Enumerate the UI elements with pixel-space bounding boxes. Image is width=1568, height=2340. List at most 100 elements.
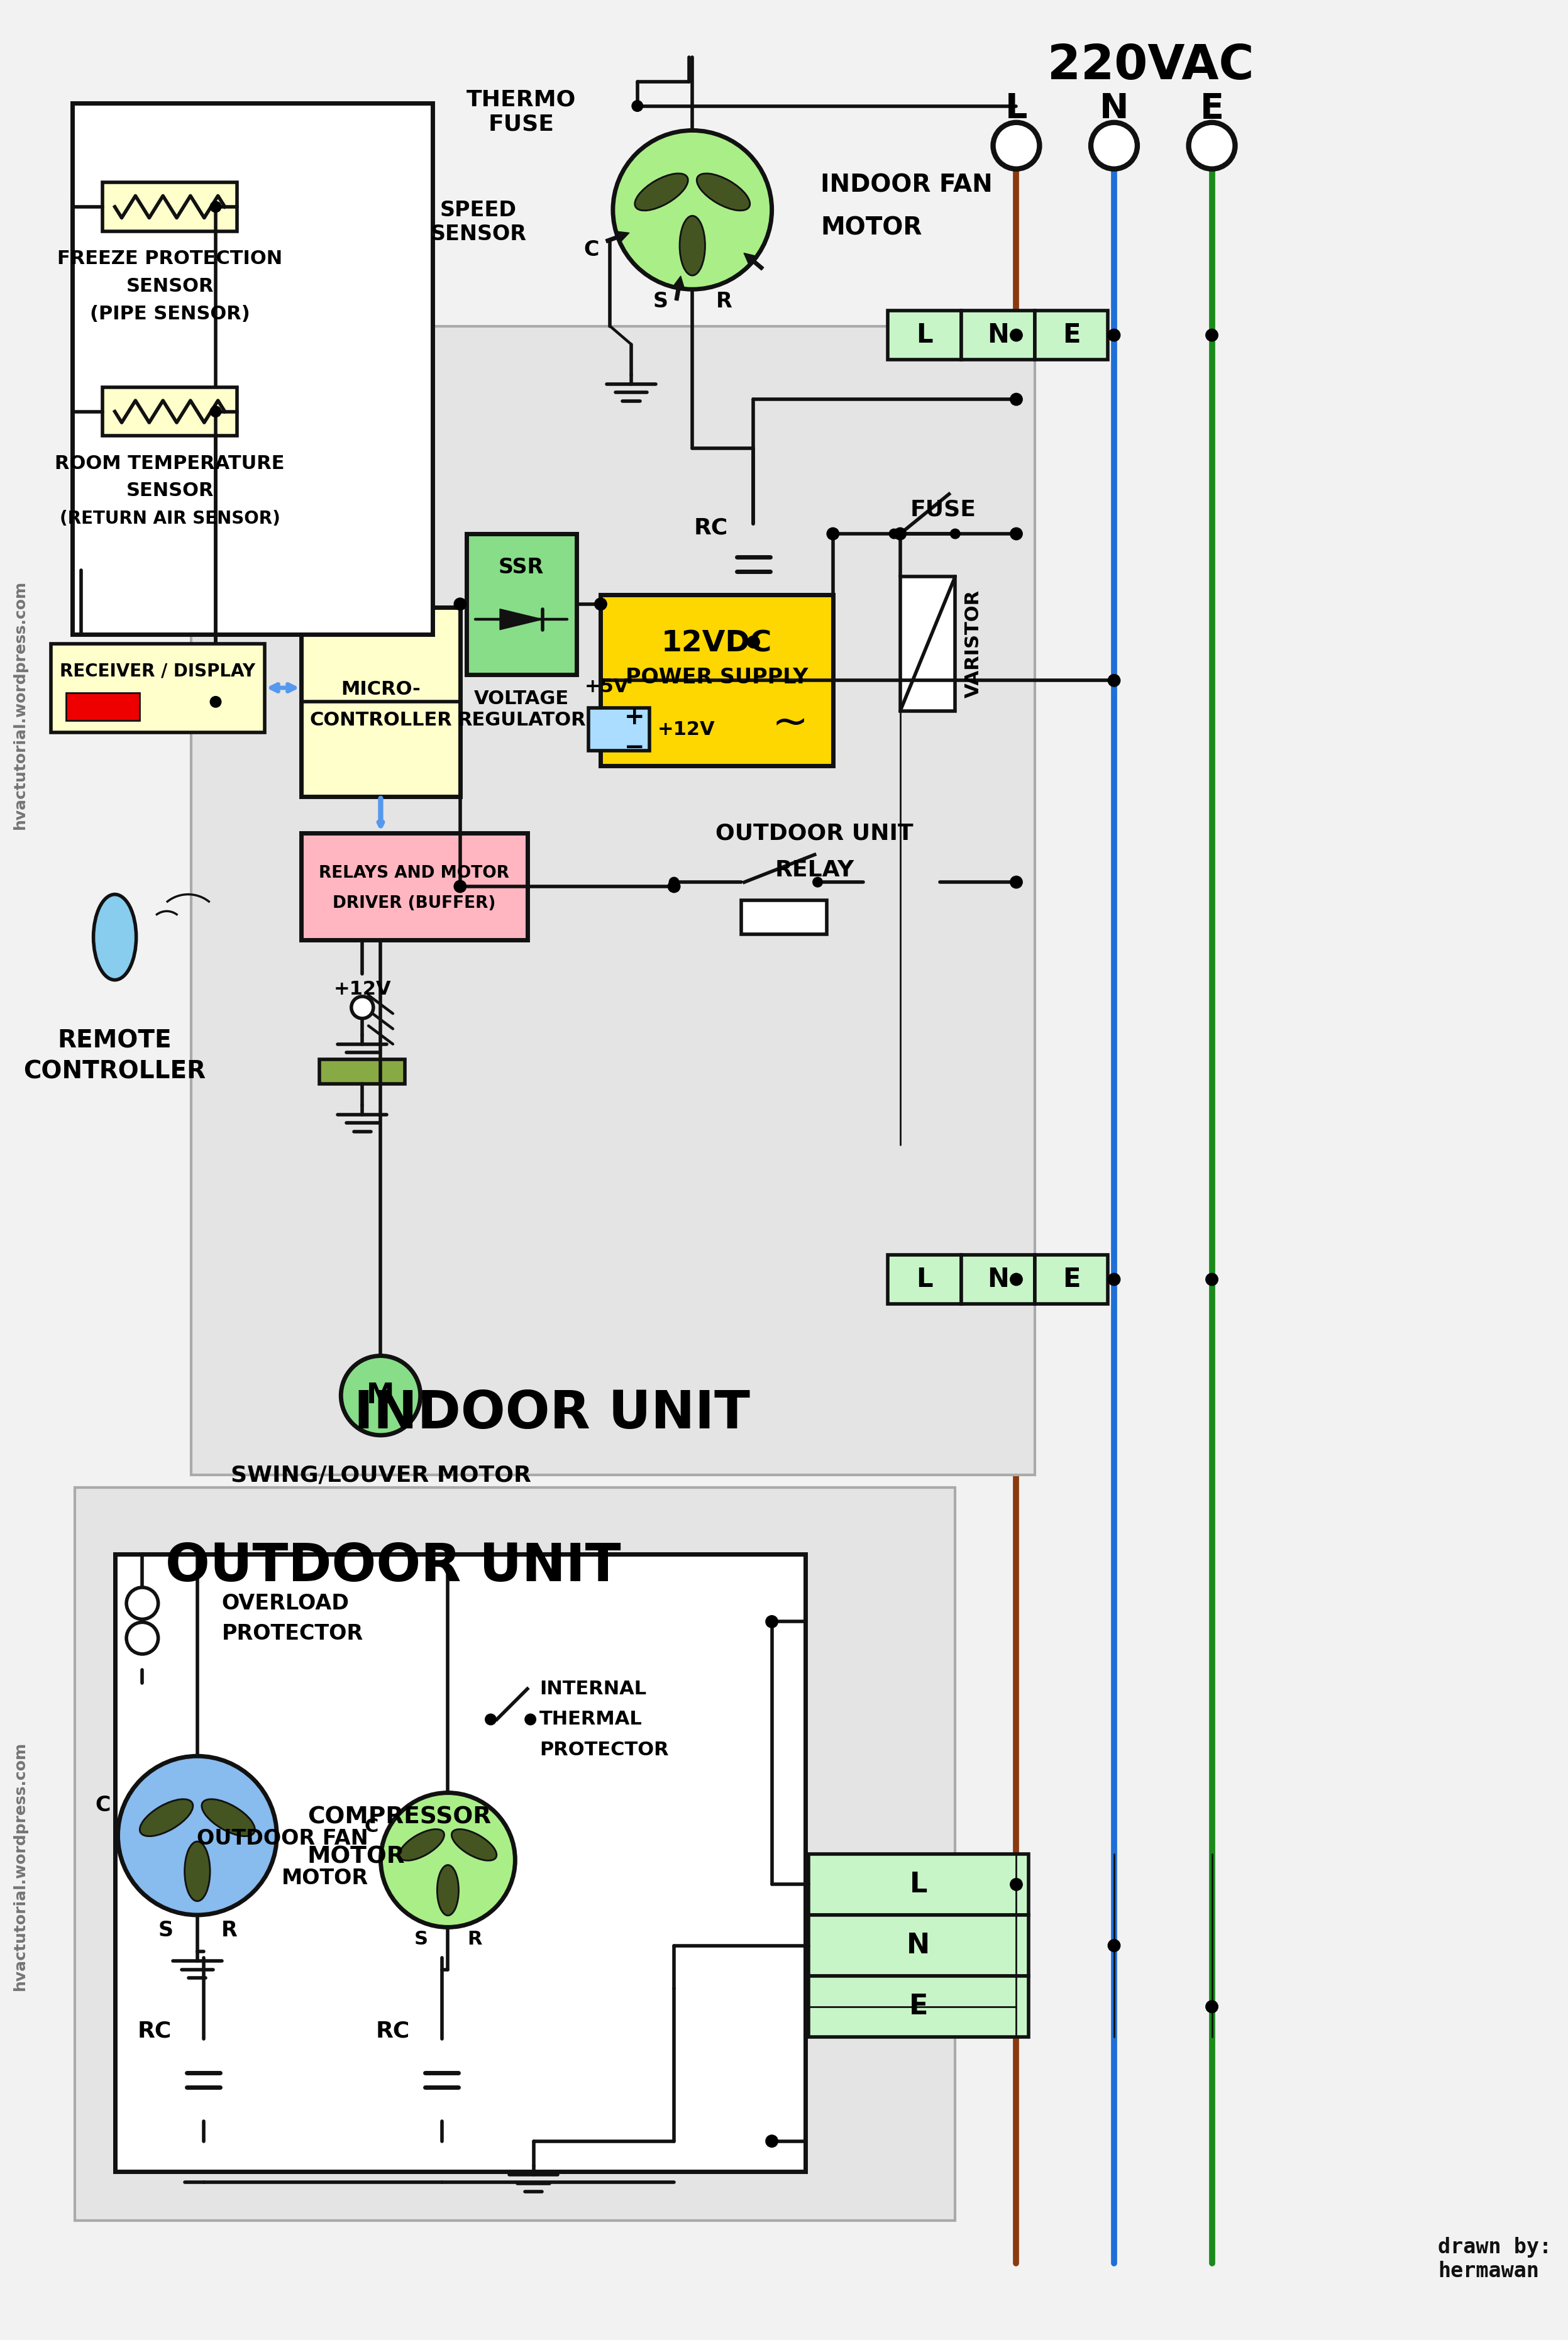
- Text: L: L: [916, 323, 933, 349]
- Text: INDOOR FAN: INDOOR FAN: [820, 173, 993, 197]
- Text: FREEZE PROTECTION: FREEZE PROTECTION: [58, 250, 282, 267]
- Ellipse shape: [400, 1830, 444, 1860]
- Circle shape: [485, 1713, 495, 1725]
- Text: C: C: [583, 239, 599, 260]
- Circle shape: [1189, 122, 1236, 168]
- Text: R: R: [221, 1919, 237, 1940]
- Circle shape: [748, 636, 759, 648]
- Circle shape: [127, 1587, 158, 1619]
- Text: THERMO
FUSE: THERMO FUSE: [466, 89, 575, 136]
- Ellipse shape: [696, 173, 750, 211]
- Circle shape: [455, 880, 466, 892]
- Ellipse shape: [635, 173, 688, 211]
- Text: INTERNAL: INTERNAL: [539, 1680, 646, 1699]
- Text: RC: RC: [376, 2019, 409, 2043]
- Text: R: R: [717, 290, 732, 311]
- Circle shape: [1109, 1940, 1120, 1952]
- Bar: [742, 901, 826, 934]
- Bar: [301, 606, 459, 796]
- Circle shape: [210, 407, 221, 417]
- Circle shape: [613, 131, 771, 290]
- Bar: [1035, 311, 1109, 360]
- Circle shape: [668, 880, 681, 892]
- Circle shape: [210, 697, 221, 707]
- Bar: [809, 1914, 1029, 1975]
- Text: 220VAC: 220VAC: [1047, 42, 1254, 89]
- Circle shape: [889, 529, 898, 538]
- Circle shape: [812, 877, 823, 887]
- Text: SPEED
SENSOR: SPEED SENSOR: [430, 199, 527, 243]
- Text: N: N: [906, 1933, 930, 1959]
- Circle shape: [1109, 1273, 1120, 1285]
- Text: CONTROLLER: CONTROLLER: [309, 711, 452, 730]
- Text: PROTECTOR: PROTECTOR: [539, 1741, 670, 1760]
- Circle shape: [127, 1622, 158, 1654]
- Polygon shape: [500, 608, 543, 629]
- Circle shape: [1206, 2001, 1218, 2012]
- Text: 12VDC: 12VDC: [662, 629, 773, 658]
- Bar: [102, 183, 237, 232]
- Bar: [320, 1060, 405, 1083]
- Circle shape: [340, 1355, 420, 1434]
- Text: PROTECTOR: PROTECTOR: [221, 1624, 364, 1645]
- Bar: [66, 693, 140, 721]
- Bar: [75, 1488, 955, 2221]
- Text: E: E: [1063, 1266, 1080, 1292]
- Bar: [809, 1975, 1029, 2038]
- Text: RC: RC: [693, 517, 728, 538]
- Bar: [887, 1254, 961, 1303]
- Text: INDOOR UNIT: INDOOR UNIT: [354, 1388, 750, 1439]
- Text: +5V: +5V: [585, 679, 629, 695]
- Ellipse shape: [437, 1865, 459, 1916]
- Text: FUSE: FUSE: [909, 498, 975, 519]
- Text: COMPRESSOR: COMPRESSOR: [307, 1806, 491, 1828]
- Bar: [114, 1554, 806, 2172]
- Text: RELAYS AND MOTOR: RELAYS AND MOTOR: [318, 866, 510, 882]
- Circle shape: [1010, 1273, 1022, 1285]
- Text: REGULATOR: REGULATOR: [456, 711, 585, 730]
- Circle shape: [210, 201, 221, 213]
- Text: SENSOR: SENSOR: [125, 276, 213, 295]
- Text: L: L: [909, 1872, 927, 1898]
- Circle shape: [1010, 529, 1022, 541]
- Bar: [601, 594, 833, 765]
- Text: S: S: [414, 1930, 428, 1949]
- Text: N: N: [986, 323, 1008, 349]
- Ellipse shape: [140, 1799, 193, 1837]
- Text: L: L: [1005, 91, 1027, 126]
- Circle shape: [381, 1792, 516, 1928]
- Circle shape: [826, 529, 839, 541]
- Text: MOTOR: MOTOR: [820, 215, 922, 241]
- Text: DRIVER (BUFFER): DRIVER (BUFFER): [332, 896, 495, 913]
- Text: RECEIVER / DISPLAY: RECEIVER / DISPLAY: [60, 662, 256, 681]
- Circle shape: [1010, 330, 1022, 342]
- Text: S: S: [158, 1919, 172, 1940]
- Text: E: E: [1200, 91, 1223, 126]
- Circle shape: [525, 1713, 536, 1725]
- Text: R: R: [467, 1930, 483, 1949]
- Circle shape: [1206, 330, 1218, 342]
- Text: M: M: [367, 1383, 395, 1409]
- Bar: [961, 1254, 1035, 1303]
- Text: RELAY: RELAY: [775, 859, 855, 880]
- Circle shape: [632, 101, 643, 112]
- Circle shape: [765, 1615, 778, 1629]
- Text: N: N: [1099, 91, 1129, 126]
- Text: POWER SUPPLY: POWER SUPPLY: [626, 667, 808, 688]
- Text: L: L: [916, 1266, 933, 1292]
- Text: VARISTOR: VARISTOR: [964, 590, 983, 697]
- Text: +12V: +12V: [334, 980, 390, 999]
- Text: N: N: [986, 1266, 1008, 1292]
- Ellipse shape: [94, 894, 136, 980]
- Ellipse shape: [185, 1842, 210, 1900]
- Text: (PIPE SENSOR): (PIPE SENSOR): [89, 304, 249, 323]
- Text: C: C: [96, 1795, 110, 1816]
- Circle shape: [455, 599, 466, 611]
- Text: OUTDOOR FAN: OUTDOOR FAN: [198, 1828, 368, 1849]
- Text: +: +: [624, 704, 644, 730]
- Bar: [301, 833, 527, 941]
- Text: E: E: [909, 1994, 928, 2019]
- Text: E: E: [1063, 323, 1080, 349]
- Text: MOTOR: MOTOR: [307, 1846, 405, 1867]
- Bar: [961, 311, 1035, 360]
